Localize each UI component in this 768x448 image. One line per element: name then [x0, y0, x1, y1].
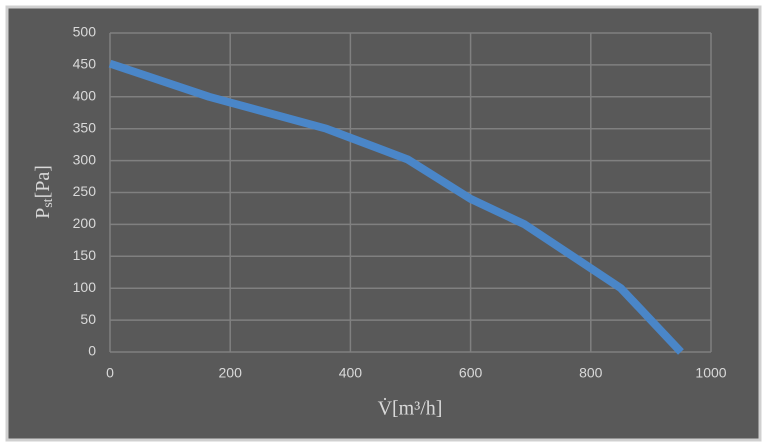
- y-tick-label: 400: [73, 88, 97, 104]
- y-tick-label: 250: [73, 183, 97, 199]
- x-tick-label: 1000: [695, 365, 726, 381]
- y-axis-title-unit: [Pa]: [32, 165, 54, 198]
- x-tick-label: 200: [219, 365, 243, 381]
- x-tick-label: 800: [579, 365, 603, 381]
- data-line: [108, 59, 684, 355]
- y-tick-label: 50: [80, 311, 96, 327]
- y-tick-label: 300: [73, 151, 97, 167]
- y-axis-title-main: P: [32, 208, 54, 219]
- y-tick-label: 200: [73, 215, 97, 231]
- y-tick-label: 350: [73, 119, 97, 135]
- y-tick-label: 150: [73, 247, 97, 263]
- y-tick-label: 450: [73, 56, 97, 72]
- x-axis-title: V̇[m³/h]: [378, 396, 443, 420]
- y-axis-title-sub: st: [41, 198, 56, 207]
- x-tick-label: 600: [459, 365, 483, 381]
- y-tick-label: 0: [88, 343, 96, 359]
- x-tick-label: 0: [106, 365, 114, 381]
- y-axis-title: Pst[Pa]: [32, 165, 57, 219]
- chart-background: [5, 5, 762, 442]
- y-tick-label: 500: [73, 24, 97, 40]
- x-tick-label: 400: [339, 365, 363, 381]
- y-tick-label: 100: [73, 279, 97, 295]
